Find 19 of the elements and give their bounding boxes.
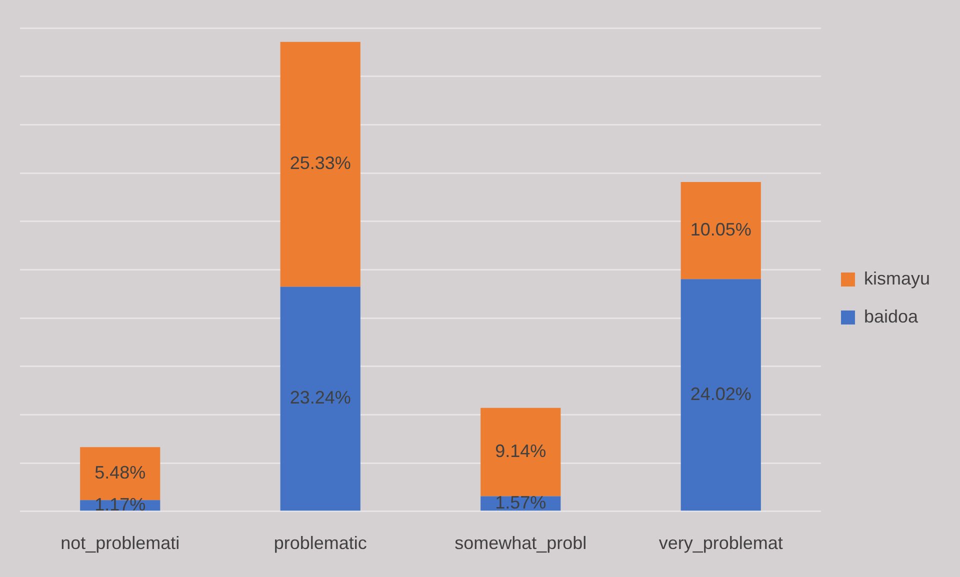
data-label: 5.48%: [94, 462, 146, 483]
data-label: 9.14%: [495, 441, 546, 462]
bar: [280, 286, 360, 511]
data-label: 10.05%: [690, 220, 752, 240]
x-tick-label: problematic: [274, 533, 367, 554]
bar: [480, 408, 561, 496]
data-label: 1.57%: [495, 492, 546, 512]
bar: [680, 182, 761, 280]
data-label: 23.24%: [290, 388, 351, 408]
bar: [280, 42, 360, 287]
legend-label: kismayu: [864, 268, 930, 288]
data-label: 24.02%: [690, 384, 752, 404]
bar: [680, 279, 761, 511]
x-tick-label: somewhat_probl: [454, 533, 587, 554]
data-label: 25.33%: [290, 153, 351, 174]
legend-label: baidoa: [864, 306, 920, 326]
x-tick-label: not_problemati: [60, 533, 180, 554]
x-tick-label: very_problemat: [658, 533, 783, 554]
data-label: 1.17%: [94, 494, 146, 514]
